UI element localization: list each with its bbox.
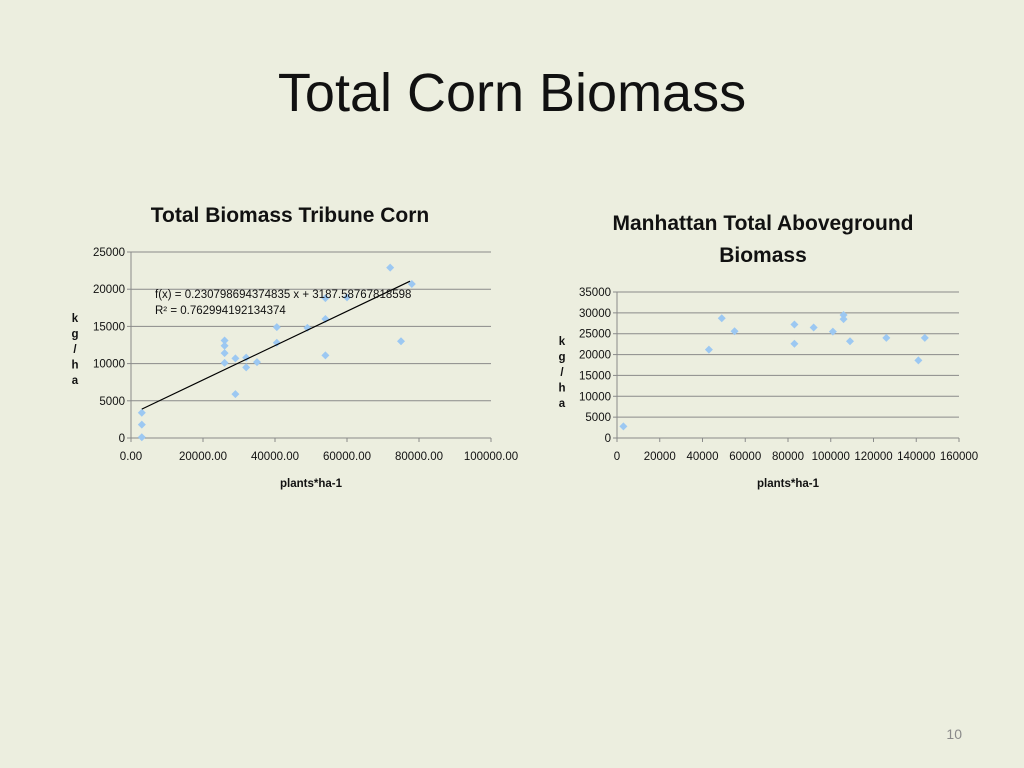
x-tick-label: 20000.00: [179, 451, 227, 463]
x-tick-label: 100000.00: [464, 451, 518, 463]
data-point: [828, 327, 837, 336]
data-point: [231, 354, 240, 363]
data-point: [839, 310, 848, 319]
y-tick-label: 0: [119, 433, 125, 445]
y-tick-label: 20000: [93, 284, 125, 296]
data-point: [730, 327, 739, 336]
y-tick-label: 15000: [93, 321, 125, 333]
data-point: [137, 433, 146, 442]
trendline-equation: f(x) = 0.230798694374835 x + 3187.587678…: [155, 289, 411, 301]
y-axis-label-char: g: [558, 352, 565, 364]
y-axis-label: k g / h a: [71, 313, 78, 387]
data-point: [231, 390, 240, 399]
y-axis-label-char: g: [71, 329, 78, 341]
data-point: [343, 293, 351, 302]
x-tick-label: 20000: [644, 451, 676, 463]
data-point: [386, 263, 395, 272]
data-point: [407, 279, 416, 288]
y-tick-label: 10000: [93, 359, 125, 371]
y-tick-label: 35000: [579, 287, 611, 299]
y-axis-label-char: k: [559, 336, 566, 348]
y-axis-label-char: h: [71, 360, 78, 372]
x-tick-label: 60000: [729, 451, 761, 463]
x-tick-label: 60000.00: [323, 451, 371, 463]
x-tick-label: 140000: [897, 451, 935, 463]
data-point: [920, 333, 929, 342]
data-point: [397, 337, 405, 346]
x-axis-label: plants*ha-1: [757, 478, 820, 490]
data-point: [619, 422, 628, 431]
trendline-r-squared: R² = 0.762994192134374: [155, 305, 286, 317]
x-tick-label: 120000: [854, 451, 892, 463]
y-tick-label: 15000: [579, 370, 611, 382]
trendline: [141, 280, 411, 410]
y-axis-label-char: k: [72, 313, 79, 325]
y-axis-label-char: /: [560, 367, 564, 379]
data-point: [790, 320, 799, 329]
x-tick-label: 40000.00: [251, 451, 299, 463]
data-point: [914, 356, 923, 365]
y-tick-label: 25000: [93, 247, 125, 259]
y-tick-label: 10000: [579, 391, 611, 403]
data-point: [242, 363, 251, 372]
slide-title: Total Corn Biomass: [277, 63, 747, 123]
y-axis-label-char: /: [73, 344, 77, 356]
x-tick-label: 80000.00: [395, 451, 443, 463]
data-point: [220, 336, 229, 345]
slide-number: 10: [946, 726, 962, 742]
data-point: [882, 333, 891, 342]
x-tick-label: 80000: [772, 451, 804, 463]
chart-title: Biomass: [719, 244, 807, 267]
x-axis-label: plants*ha-1: [280, 478, 343, 490]
data-point: [321, 351, 330, 360]
data-point: [253, 358, 261, 367]
x-tick-label: 0.00: [120, 451, 142, 463]
data-point: [137, 420, 146, 429]
data-point: [790, 339, 799, 348]
x-tick-label: 100000: [812, 451, 850, 463]
y-axis-label: k g / h a: [558, 336, 565, 410]
data-point: [220, 349, 229, 358]
data-point: [303, 323, 312, 332]
y-tick-label: 0: [605, 433, 611, 445]
data-point: [717, 314, 726, 323]
x-tick-label: 0: [614, 451, 620, 463]
data-point: [704, 345, 713, 354]
chart-title: Manhattan Total Aboveground: [613, 212, 914, 235]
y-tick-label: 5000: [585, 412, 611, 424]
data-point: [272, 323, 281, 332]
y-axis-label-char: a: [559, 398, 566, 410]
data-point: [839, 315, 848, 324]
x-tick-label: 160000: [940, 451, 978, 463]
y-tick-label: 5000: [99, 396, 125, 408]
data-point: [220, 341, 229, 350]
data-point: [272, 338, 281, 347]
data-point: [137, 408, 146, 417]
y-axis-label-char: h: [558, 383, 565, 395]
y-tick-label: 25000: [579, 329, 611, 341]
data-point: [321, 294, 330, 303]
y-tick-label: 30000: [579, 308, 611, 320]
y-tick-label: 20000: [579, 350, 611, 362]
x-tick-label: 40000: [687, 451, 719, 463]
chart-title: Total Biomass Tribune Corn: [151, 204, 429, 227]
data-point: [845, 337, 854, 346]
data-point: [220, 358, 229, 367]
y-axis-label-char: a: [72, 375, 79, 387]
data-point: [809, 323, 818, 332]
